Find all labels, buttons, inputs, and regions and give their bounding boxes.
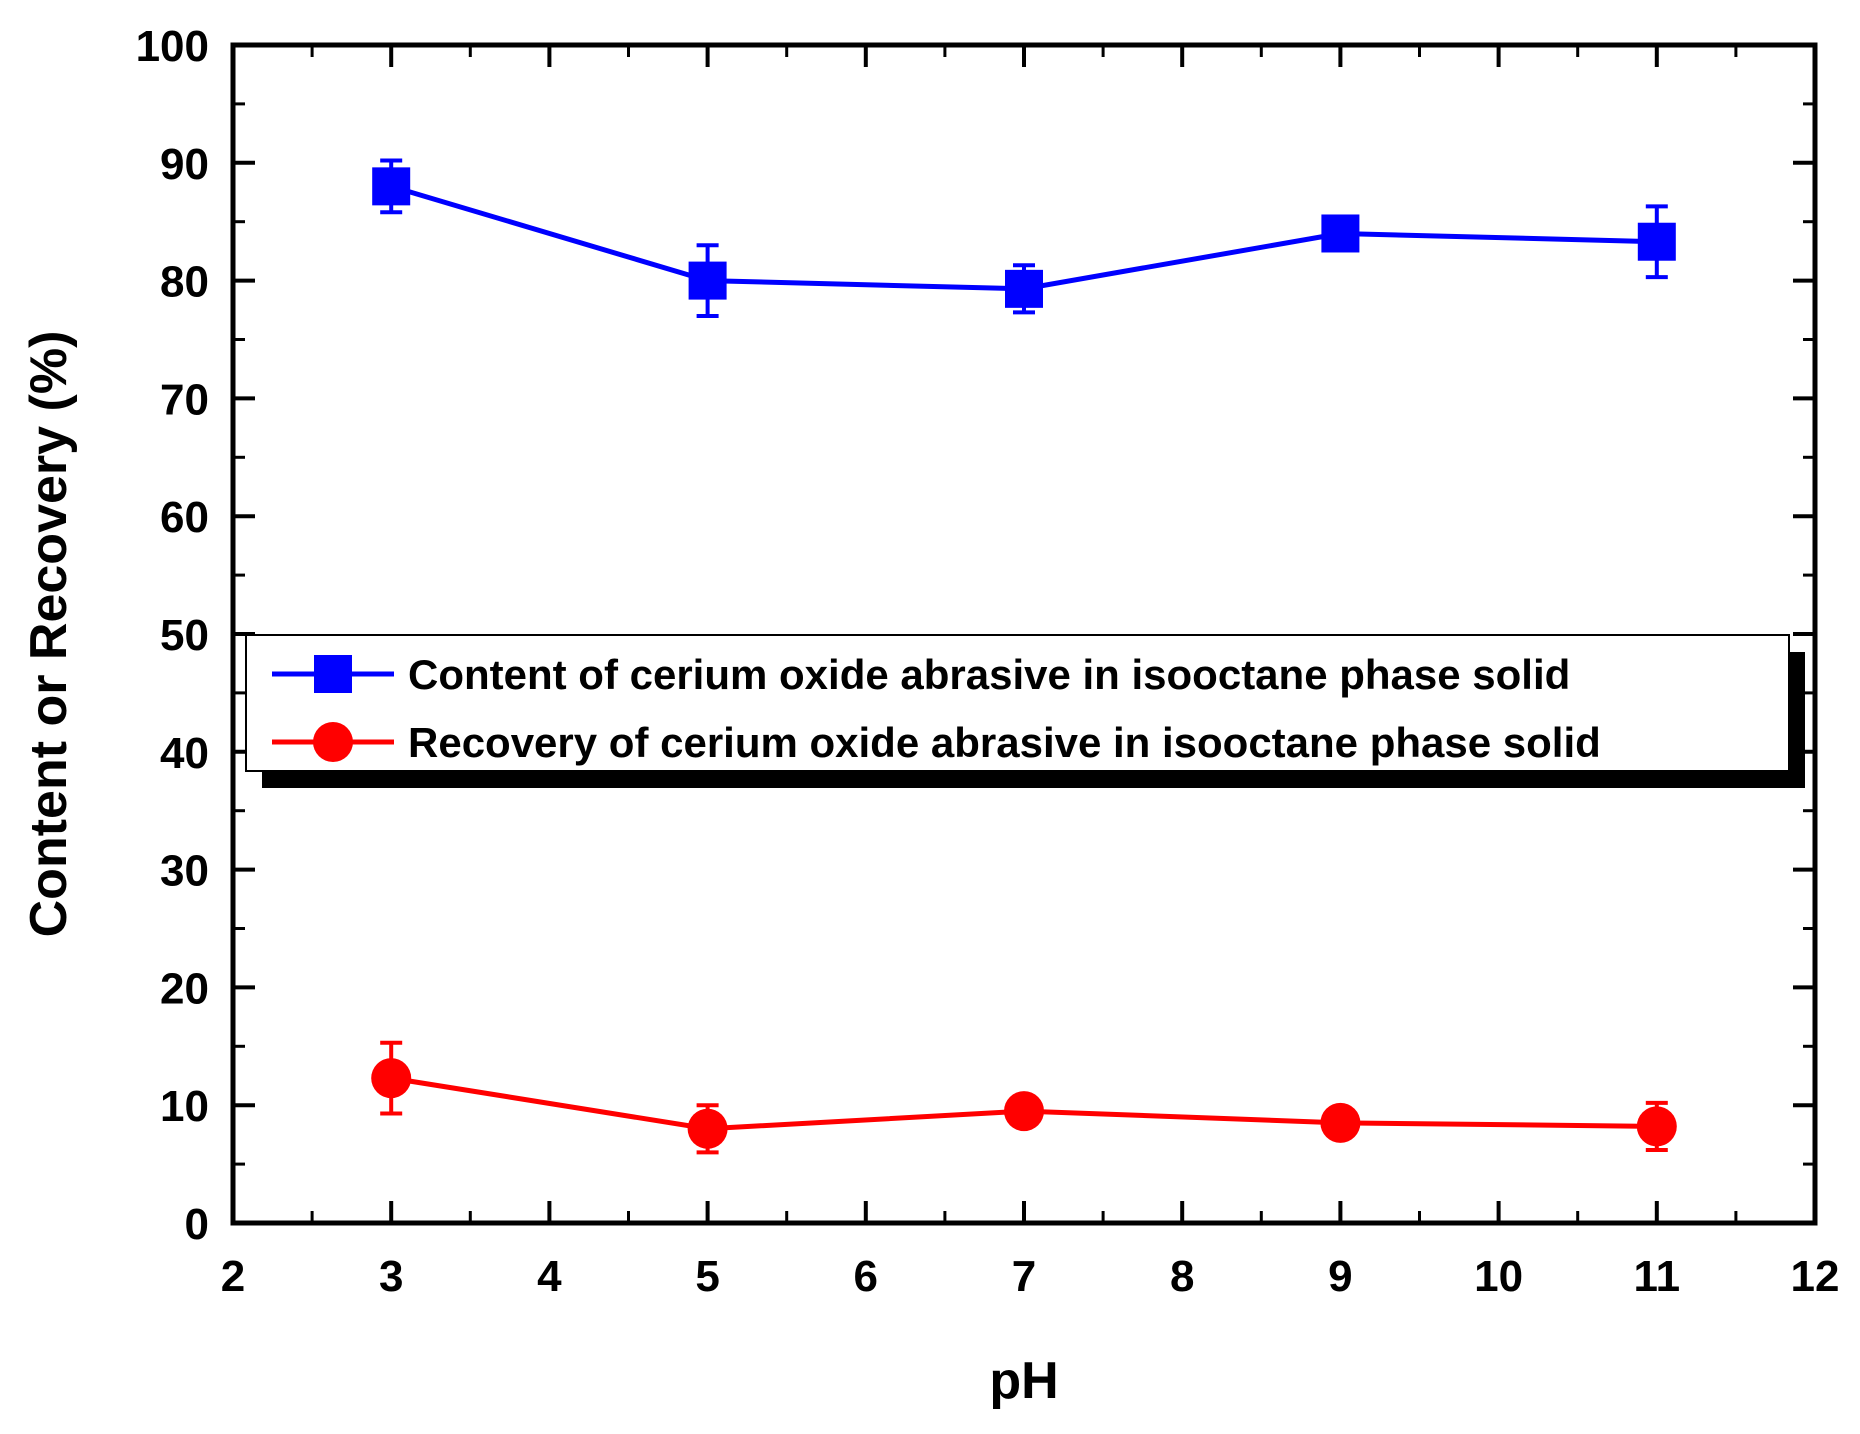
- series-layer: [371, 158, 1677, 1155]
- y-tick-label: 70: [160, 375, 209, 424]
- y-tick-label: 60: [160, 493, 209, 542]
- x-tick-label: 9: [1328, 1252, 1352, 1301]
- legend-label-recovery: Recovery of cerium oxide abrasive in iso…: [408, 719, 1601, 766]
- data-point-square: [1321, 214, 1360, 253]
- y-tick-label: 0: [185, 1200, 209, 1249]
- y-tick-label: 50: [160, 611, 209, 660]
- x-axis-title: pH: [989, 1352, 1058, 1410]
- legend-label-content: Content of cerium oxide abrasive in isoo…: [408, 651, 1570, 698]
- data-point-circle: [1636, 1106, 1677, 1147]
- y-tick-label: 30: [160, 847, 209, 896]
- data-point-circle: [687, 1108, 728, 1149]
- legend-marker-recovery: [313, 722, 353, 762]
- series-recovery: [371, 1040, 1677, 1155]
- x-tick-label: 7: [1012, 1252, 1036, 1301]
- data-point-square: [1005, 269, 1043, 308]
- x-tick-label: 4: [537, 1252, 562, 1301]
- y-tick-label: 10: [160, 1082, 209, 1131]
- y-tick-label: 40: [160, 729, 209, 778]
- data-point-square: [372, 167, 411, 206]
- x-tick-label: 10: [1474, 1252, 1523, 1301]
- legend-marker-content: [314, 655, 352, 693]
- y-tick-label: 20: [160, 964, 209, 1013]
- y-axis-ticks: 0 10 20 30 40 50 60 70 80 90 100: [136, 22, 1815, 1249]
- x-tick-label: 12: [1791, 1252, 1840, 1301]
- x-tick-label: 11: [1634, 1252, 1681, 1301]
- data-point-square: [688, 261, 727, 300]
- x-tick-label: 8: [1170, 1252, 1194, 1301]
- plot-frame: [230, 42, 1818, 1226]
- x-tick-label: 3: [379, 1252, 403, 1301]
- y-tick-label: 80: [160, 258, 209, 307]
- data-point-circle: [1320, 1102, 1361, 1143]
- legend: Content of cerium oxide abrasive in isoo…: [245, 634, 1805, 788]
- x-tick-label: 2: [221, 1252, 245, 1301]
- series-content: [372, 158, 1676, 318]
- y-tick-label: 100: [136, 22, 209, 71]
- y-tick-label: 90: [160, 140, 209, 189]
- data-point-circle: [1004, 1091, 1044, 1132]
- data-point-circle: [371, 1058, 412, 1099]
- x-tick-label: 5: [695, 1252, 719, 1301]
- legend-box: [245, 634, 1790, 772]
- data-point-square: [1637, 222, 1676, 261]
- y-axis-title: Content or Recovery (%): [20, 331, 78, 938]
- x-tick-label: 6: [854, 1252, 878, 1301]
